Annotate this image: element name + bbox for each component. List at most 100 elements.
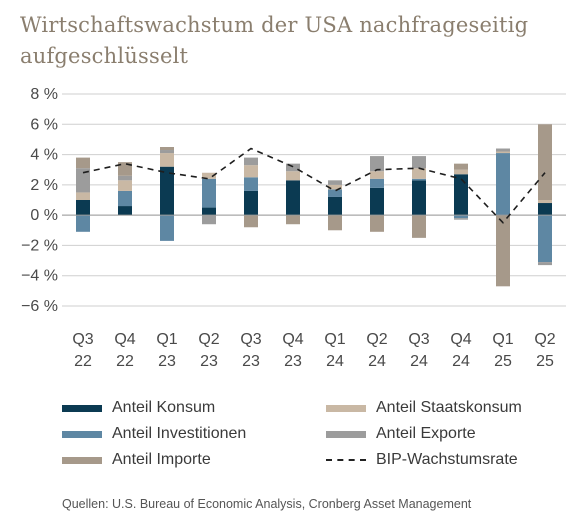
y-tick-label: 2 % (30, 177, 58, 194)
bar-segment-anteil-staatskonsum (412, 168, 426, 179)
bar-segment-anteil-staatskonsum (244, 165, 258, 178)
bar-segment-anteil-staatskonsum (328, 184, 342, 190)
bar-segment-anteil-exporte (118, 175, 132, 181)
bar-segment-anteil-exporte (328, 180, 342, 185)
bar-segment-anteil-investitionen (328, 189, 342, 197)
legend: Anteil Konsum Anteil Staatskonsum Anteil… (62, 396, 562, 480)
legend-label: Anteil Importe (112, 451, 211, 468)
y-tick-label: −2 % (21, 237, 58, 254)
legend-item-staatskonsum: Anteil Staatskonsum (326, 396, 522, 420)
x-tick-label: Q3 (72, 331, 93, 348)
bar-segment-anteil-importe (328, 215, 342, 231)
x-tick-label: Q1 (324, 331, 345, 348)
y-tick-label: −4 % (21, 268, 58, 285)
legend-label: BIP-Wachstumsrate (376, 451, 518, 468)
bar-segment-anteil-exporte (496, 148, 510, 152)
x-tick-label: 23 (200, 353, 218, 370)
x-tick-label: Q4 (450, 331, 471, 348)
x-tick-label: 25 (536, 353, 554, 370)
bar-segment-anteil-exporte (244, 157, 258, 166)
chart-title: Wirtschaftswachstum der USA nachfragesei… (20, 13, 529, 68)
x-tick-label: Q1 (156, 331, 177, 348)
legend-label: Anteil Staatskonsum (376, 399, 522, 416)
x-tick-label: 23 (284, 353, 302, 370)
bar-segment-anteil-konsum (538, 203, 552, 216)
bar-segment-anteil-importe (454, 163, 468, 170)
bar-segment-anteil-konsum (412, 180, 426, 216)
bar-segment-anteil-konsum (76, 200, 90, 216)
bar-segment-anteil-exporte (538, 262, 552, 266)
bar-segment-anteil-exporte (160, 150, 174, 154)
bar-segment-anteil-investitionen (496, 153, 510, 216)
bar-segment-anteil-konsum (286, 180, 300, 216)
bar-segment-anteil-staatskonsum (118, 180, 132, 191)
bar-segment-anteil-staatskonsum (454, 169, 468, 175)
legend-item-investitionen: Anteil Investitionen (62, 422, 246, 446)
bar-segment-anteil-staatskonsum (76, 192, 90, 200)
bar-segment-anteil-konsum (202, 207, 216, 216)
legend-swatch (326, 430, 366, 438)
bar-segment-anteil-importe (412, 215, 426, 238)
x-tick-label: 24 (410, 353, 428, 370)
bar-segment-anteil-investitionen (412, 178, 426, 181)
legend-label: Anteil Investitionen (112, 425, 247, 442)
bar-segment-anteil-exporte (370, 156, 384, 172)
bar-segment-anteil-investitionen (370, 178, 384, 188)
bar-segment-anteil-importe (370, 215, 384, 232)
source-note: Quellen: U.S. Bureau of Economic Analysi… (62, 497, 472, 511)
bar-segment-anteil-staatskonsum (202, 172, 216, 179)
bar-segment-anteil-importe (118, 162, 132, 176)
bar-segment-anteil-staatskonsum (286, 171, 300, 181)
y-tick-label: 6 % (30, 116, 58, 133)
legend-swatch (62, 404, 102, 412)
legend-item-importe: Anteil Importe (62, 448, 211, 472)
x-tick-label: Q2 (534, 331, 555, 348)
x-tick-label: 22 (74, 353, 92, 370)
bar-segment-anteil-exporte (286, 163, 300, 172)
y-tick-label: 8 % (30, 86, 58, 103)
bar-segment-anteil-importe (76, 157, 90, 169)
x-tick-label: 23 (242, 353, 260, 370)
bar-segment-anteil-konsum (328, 196, 342, 216)
bar-segment-anteil-konsum (244, 190, 258, 216)
y-tick-label: 0 % (30, 207, 58, 224)
gdp-growth-line (82, 147, 546, 224)
legend-item-exporte: Anteil Exporte (326, 422, 476, 446)
bar-segment-anteil-staatskonsum (496, 151, 510, 154)
bar-segment-anteil-exporte (454, 218, 468, 220)
x-tick-label: Q1 (492, 331, 513, 348)
x-tick-label: Q4 (282, 331, 303, 348)
x-tick-label: Q3 (240, 331, 261, 348)
x-tick-label: 25 (494, 353, 512, 370)
bar-segment-anteil-konsum (118, 206, 132, 216)
legend-label: Anteil Exporte (376, 425, 476, 442)
y-tick-label: −6 % (21, 298, 58, 315)
legend-swatch (62, 430, 102, 438)
bar-segment-anteil-importe (286, 215, 300, 225)
legend-swatch (326, 404, 366, 412)
bar-segment-anteil-investitionen (118, 190, 132, 207)
bar-segment-anteil-exporte (412, 156, 426, 169)
x-tick-label: 22 (116, 353, 134, 370)
bar-segment-anteil-importe (538, 124, 552, 200)
bar-segment-anteil-importe (244, 215, 258, 228)
x-tick-label: 23 (158, 353, 176, 370)
x-tick-label: Q2 (198, 331, 219, 348)
bar-segment-anteil-konsum (370, 187, 384, 216)
legend-swatch (62, 456, 102, 464)
bar-segment-anteil-investitionen (202, 178, 216, 208)
x-tick-label: 24 (452, 353, 470, 370)
x-tick-label: 24 (368, 353, 386, 370)
legend-item-bip: BIP-Wachstumsrate (326, 448, 518, 472)
y-tick-label: 4 % (30, 147, 58, 164)
bar-segment-anteil-investitionen (160, 215, 174, 241)
bar-segment-anteil-investitionen (538, 215, 552, 263)
legend-item-konsum: Anteil Konsum (62, 396, 215, 420)
bar-segment-anteil-konsum (454, 174, 468, 216)
x-tick-label: Q3 (408, 331, 429, 348)
bar-segment-anteil-staatskonsum (160, 153, 174, 167)
bar-segment-anteil-staatskonsum (538, 200, 552, 204)
bar-segment-anteil-staatskonsum (370, 171, 384, 179)
x-tick-label: Q4 (114, 331, 135, 348)
bar-segment-anteil-importe (160, 147, 174, 151)
